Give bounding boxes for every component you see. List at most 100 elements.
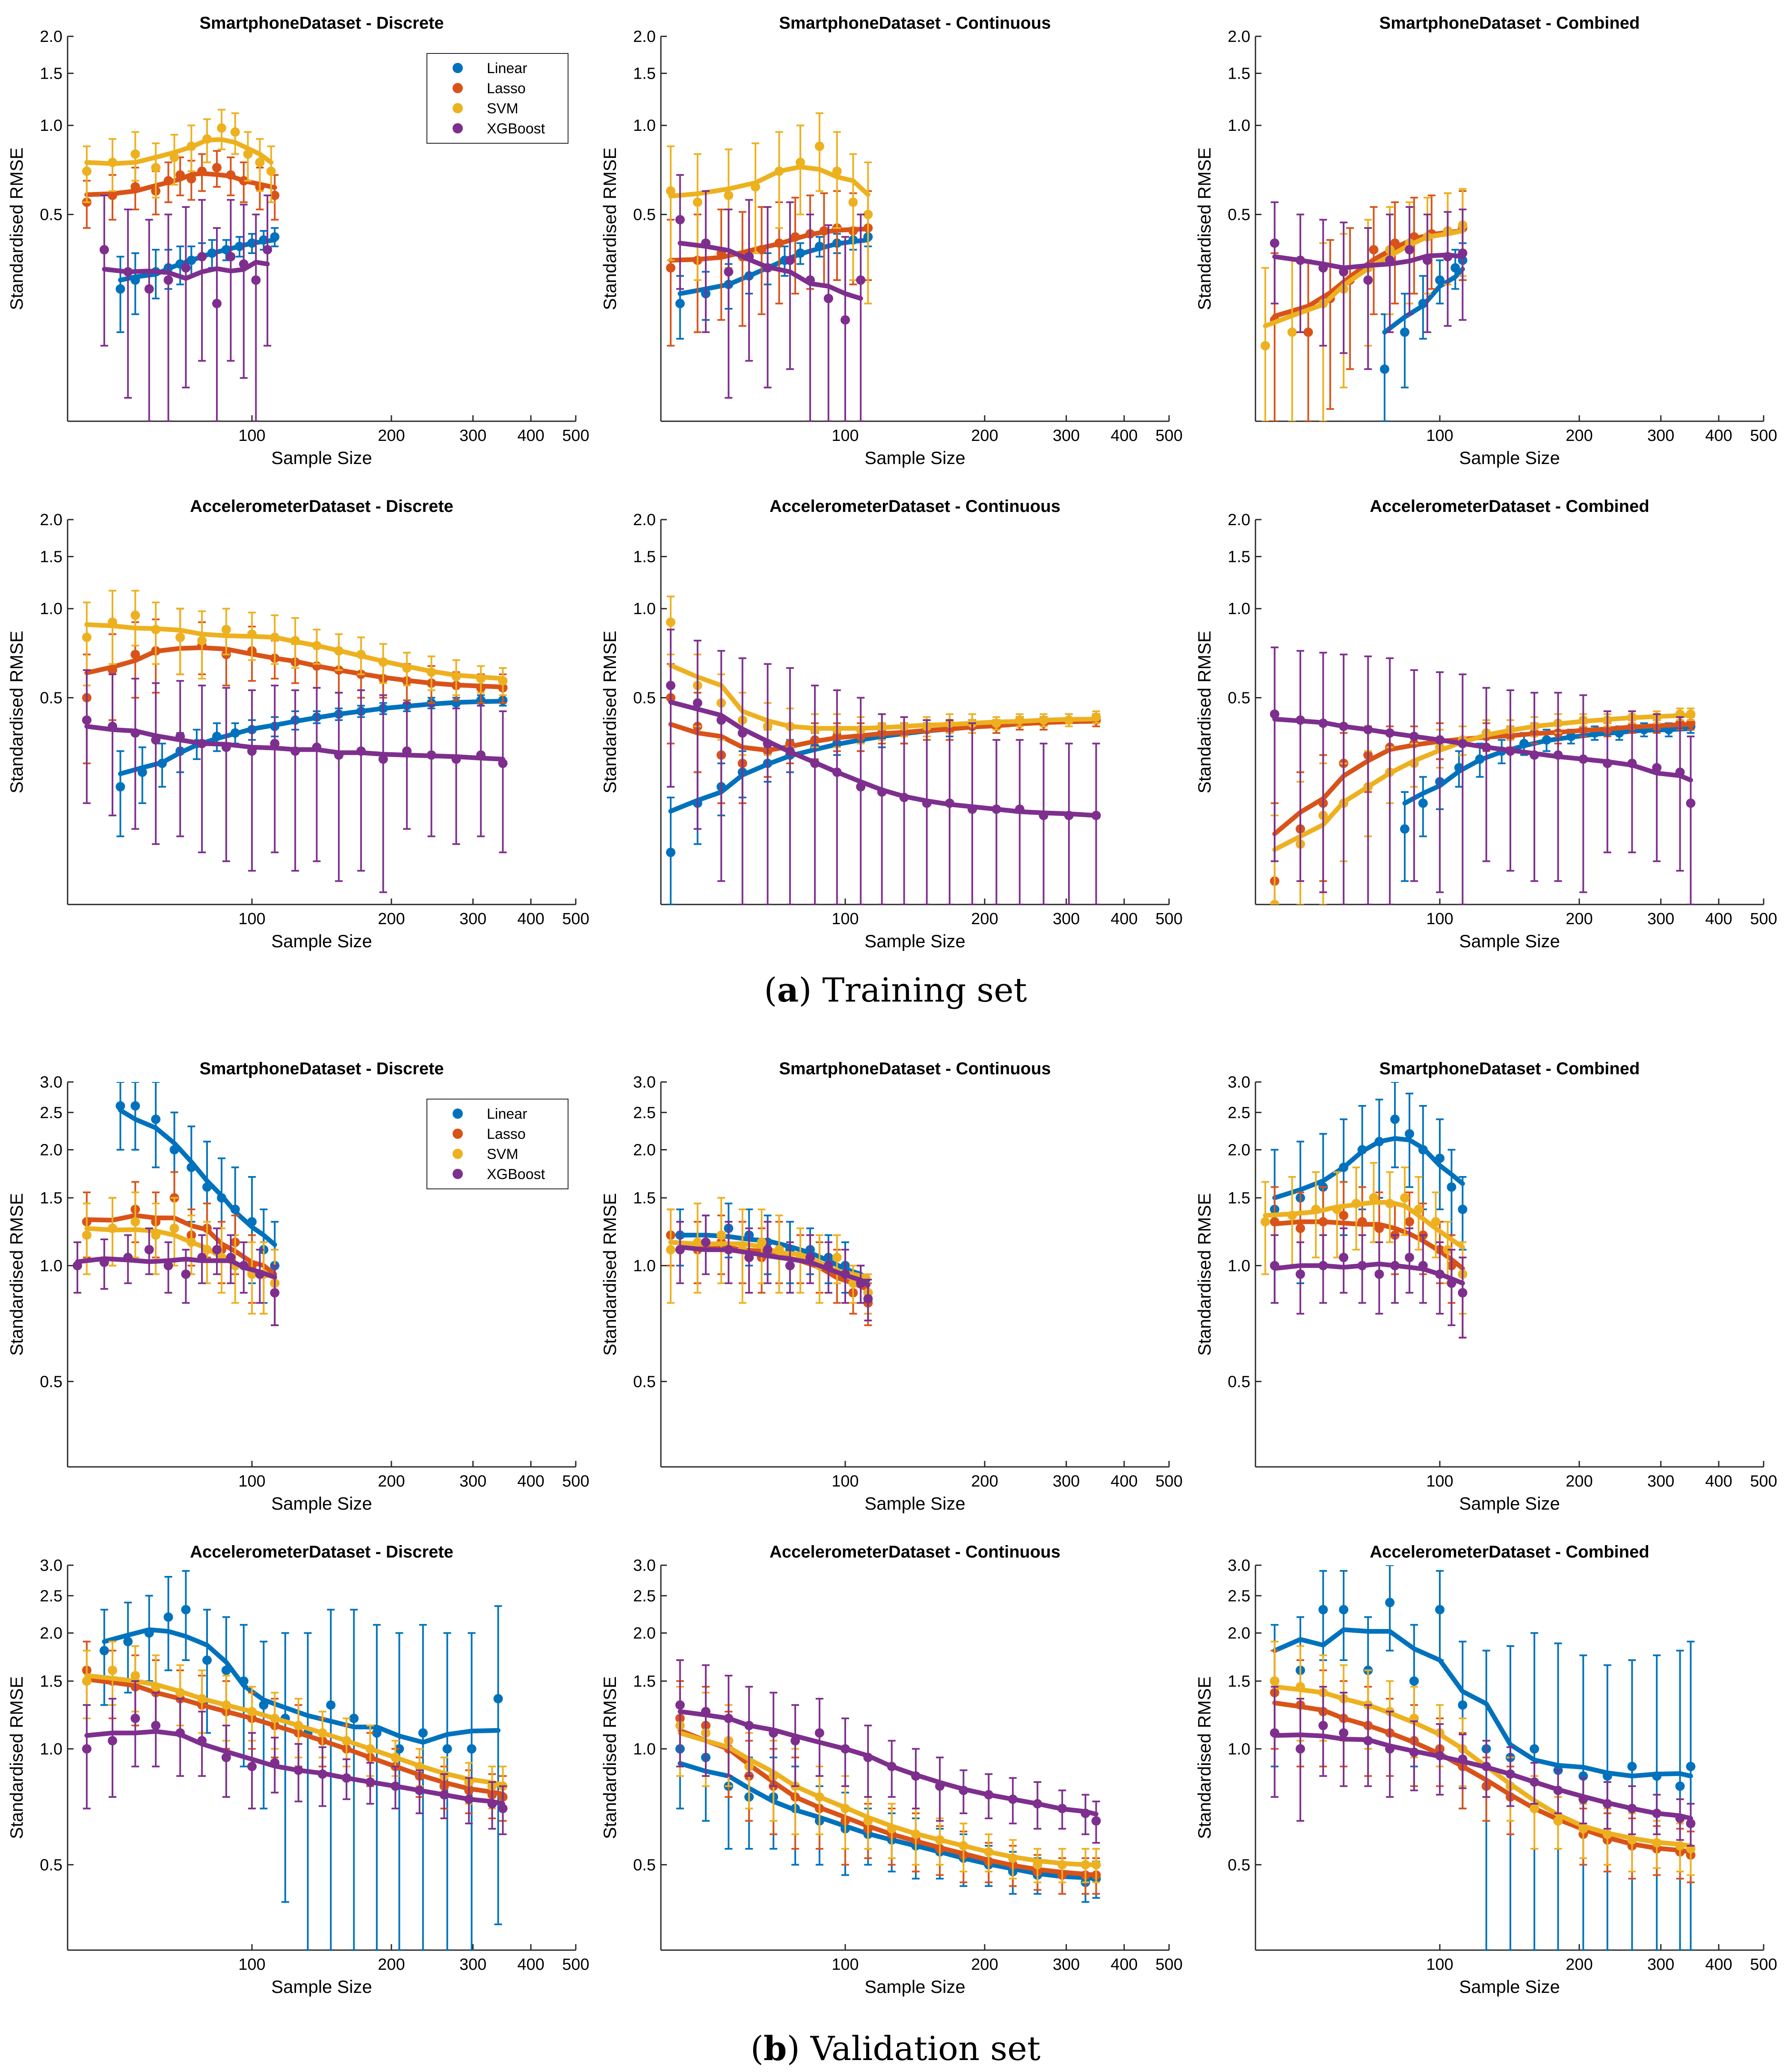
- data-point-svm: [1064, 715, 1074, 725]
- data-point-xgboost: [144, 284, 154, 294]
- y-tick-label: 2.0: [1228, 28, 1250, 46]
- data-point-svm: [290, 635, 300, 645]
- x-tick-label: 300: [1647, 910, 1674, 928]
- plot-area: [666, 1197, 873, 1326]
- y-axis-label: Standardised RMSE: [1194, 631, 1214, 794]
- fit-line-xgboost: [1272, 252, 1465, 270]
- data-point-xgboost: [1318, 263, 1328, 273]
- data-point-linear: [221, 1665, 231, 1675]
- data-point-xgboost: [226, 252, 236, 262]
- data-point-xgboost: [175, 1728, 185, 1738]
- data-point-svm: [230, 127, 240, 137]
- data-point-linear: [115, 1101, 125, 1111]
- data-point-svm: [1260, 341, 1270, 351]
- data-point-xgboost: [1405, 245, 1415, 254]
- data-point-lasso: [1318, 1217, 1328, 1227]
- data-point-xgboost: [1422, 255, 1432, 265]
- data-point-xgboost: [1295, 715, 1305, 725]
- data-point-linear: [1627, 1762, 1637, 1771]
- fit-line-linear: [1382, 266, 1465, 335]
- y-axis-label: Standardised RMSE: [600, 148, 620, 310]
- data-point-xgboost: [1686, 1818, 1696, 1828]
- data-point-xgboost: [1627, 758, 1637, 768]
- legend-marker-svm: [453, 103, 463, 113]
- y-tick-label: 0.5: [40, 689, 62, 707]
- y-axis-label: Standardised RMSE: [600, 631, 620, 794]
- data-point-svm: [724, 190, 734, 200]
- y-tick-label: 1.0: [40, 117, 62, 135]
- y-axis-label: Standardised RMSE: [600, 1193, 620, 1356]
- data-point-svm: [342, 1736, 352, 1746]
- data-point-svm: [666, 1245, 675, 1255]
- data-point-xgboost: [693, 698, 702, 708]
- data-point-xgboost: [877, 787, 887, 797]
- data-point-xgboost: [1270, 709, 1279, 719]
- chart-title: AccelerometerDataset - Combined: [1370, 497, 1649, 516]
- data-point-xgboost: [1409, 731, 1419, 741]
- data-point-svm: [1008, 1853, 1018, 1863]
- y-tick-label: 0.5: [40, 1856, 62, 1874]
- x-tick-label: 500: [1155, 427, 1182, 445]
- data-point-xgboost: [701, 1707, 710, 1717]
- y-tick-label: 0.5: [633, 206, 656, 224]
- data-point-svm: [1652, 1838, 1662, 1848]
- data-point-svm: [666, 617, 675, 627]
- data-point-xgboost: [1686, 798, 1696, 808]
- data-point-xgboost: [856, 1278, 866, 1288]
- data-point-xgboost: [317, 1769, 327, 1779]
- x-tick-label: 200: [378, 1472, 405, 1490]
- chart-panel-6: AccelerometerDataset - Combined 100 200 300…: [1194, 497, 1777, 951]
- data-point-linear: [130, 275, 140, 285]
- data-point-xgboost: [675, 215, 685, 225]
- data-point-xgboost: [130, 1714, 140, 1723]
- y-tick-label: 1.5: [40, 65, 62, 83]
- data-point-linear: [467, 1744, 477, 1754]
- x-tick-label: 300: [459, 1472, 486, 1490]
- data-point-xgboost: [181, 263, 191, 273]
- data-point-linear: [259, 235, 269, 245]
- x-axis-label: Sample Size: [864, 1493, 965, 1513]
- data-point-xgboost: [1435, 1269, 1445, 1279]
- data-point-svm: [426, 667, 436, 677]
- x-tick-label: 300: [1647, 1956, 1674, 1974]
- data-point-linear: [221, 245, 231, 254]
- data-point-xgboost: [1339, 267, 1349, 277]
- x-tick-label: 300: [459, 910, 486, 928]
- data-point-xgboost: [790, 1736, 800, 1746]
- data-point-svm: [107, 1224, 117, 1233]
- data-point-xgboost: [1505, 1769, 1515, 1779]
- data-point-xgboost: [959, 1785, 968, 1795]
- legend-marker-xgboost: [453, 1169, 463, 1179]
- x-tick-label: 400: [1705, 1472, 1732, 1490]
- data-point-svm: [151, 1682, 161, 1692]
- data-point-svm: [187, 142, 196, 151]
- data-point-xgboost: [239, 259, 249, 269]
- data-point-lasso: [212, 163, 222, 172]
- data-point-lasso: [757, 245, 767, 254]
- data-point-xgboost: [464, 1794, 474, 1804]
- x-tick-label: 100: [832, 1472, 858, 1490]
- data-point-xgboost: [270, 1288, 280, 1298]
- data-point-xgboost: [1385, 728, 1395, 738]
- data-point-xgboost: [1015, 804, 1024, 814]
- data-point-svm: [984, 1847, 994, 1857]
- data-point-xgboost: [391, 1781, 400, 1791]
- x-tick-label: 500: [1155, 1472, 1182, 1490]
- data-point-linear: [1451, 263, 1460, 273]
- y-tick-label: 1.0: [1228, 117, 1250, 135]
- caption-validation-set: (b) Validation set: [750, 2029, 1041, 2068]
- plot-area: [82, 109, 280, 421]
- data-point-linear: [1435, 1605, 1445, 1614]
- chart-panel-10: AccelerometerDataset - Discrete 100 200 300…: [6, 1543, 589, 1997]
- data-point-xgboost: [99, 245, 109, 254]
- legend-label-linear: Linear: [487, 60, 527, 77]
- data-point-xgboost: [1458, 739, 1468, 748]
- data-point-xgboost: [763, 1245, 773, 1255]
- data-point-svm: [130, 149, 140, 159]
- y-tick-label: 3.0: [633, 1557, 656, 1575]
- data-point-xgboost: [498, 1803, 508, 1813]
- y-tick-label: 0.5: [40, 1373, 62, 1391]
- y-axis-label: Standardised RMSE: [6, 148, 27, 310]
- data-point-linear: [115, 782, 125, 792]
- data-point-xgboost: [1295, 1269, 1305, 1279]
